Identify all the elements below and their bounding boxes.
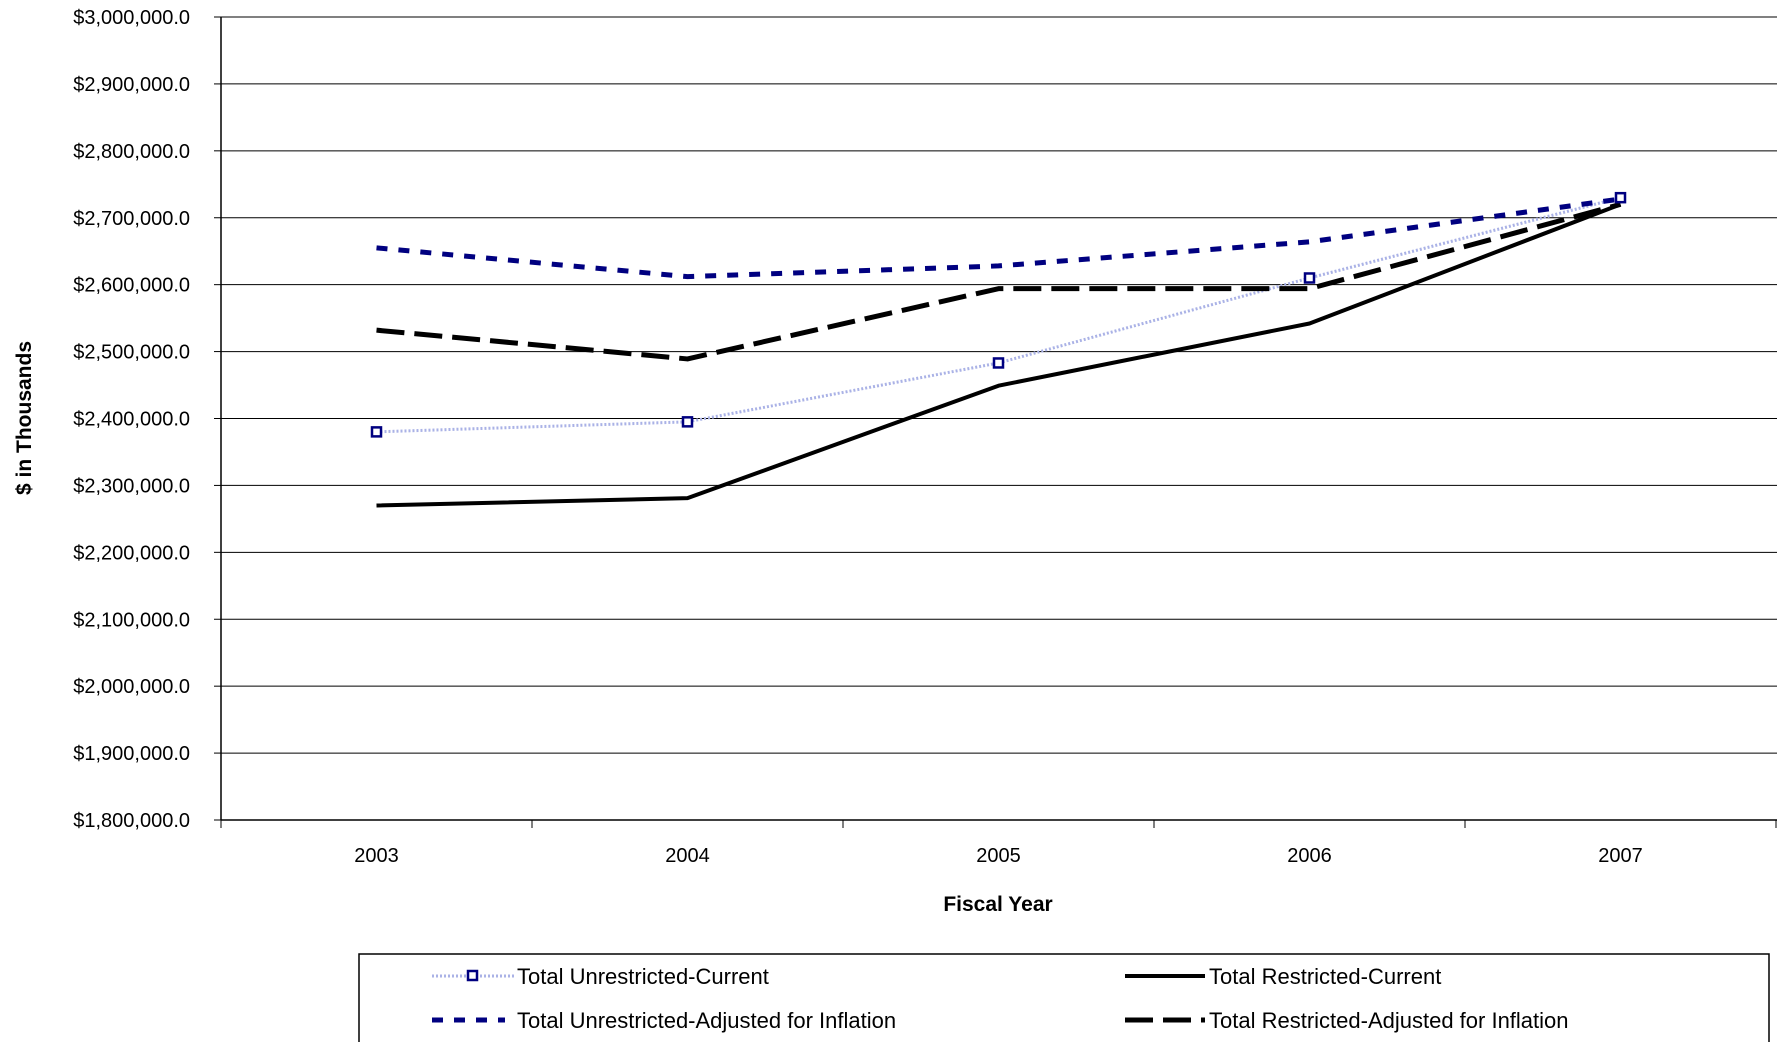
data-point-marker	[370, 426, 383, 438]
y-tick-label: $3,000,000.0	[73, 7, 190, 29]
legend-square-marker-icon	[466, 969, 479, 982]
x-tick-label: 2005	[976, 845, 1021, 867]
legend-label-restricted-adjusted: Total Restricted-Adjusted for Inflation	[1209, 1008, 1569, 1033]
legend-label-unrestricted-adjusted: Total Unrestricted-Adjusted for Inflatio…	[517, 1008, 896, 1033]
series-line-1	[376, 202, 1622, 508]
series-line-3	[376, 201, 1622, 362]
y-tick-label: $2,400,000.0	[73, 409, 190, 431]
y-tick-label: $1,900,000.0	[73, 743, 190, 765]
y-tick-label: $1,800,000.0	[73, 810, 190, 832]
x-axis-title: Fiscal Year	[943, 893, 1052, 916]
data-point-marker	[1614, 191, 1627, 204]
legend-label-restricted-current: Total Restricted-Current	[1209, 964, 1441, 989]
y-tick-label: $2,700,000.0	[73, 208, 190, 230]
y-tick-label: $2,600,000.0	[73, 275, 190, 297]
x-tick-label: 2006	[1287, 845, 1332, 867]
y-tick-label: $2,300,000.0	[73, 475, 190, 497]
y-tick-label: $2,500,000.0	[73, 342, 190, 364]
legend-label-unrestricted-current: Total Unrestricted-Current	[517, 964, 769, 989]
y-tick-label: $2,800,000.0	[73, 141, 190, 163]
x-tick-label: 2007	[1598, 845, 1643, 867]
y-tick-label: $2,100,000.0	[73, 609, 190, 631]
legend-item-restricted-adjusted: Total Restricted-Adjusted for Inflation	[1125, 1008, 1569, 1033]
data-point-marker	[1303, 272, 1316, 284]
y-tick-label: $2,900,000.0	[73, 74, 190, 96]
legend-box	[358, 953, 1770, 1047]
x-tick-label: 2004	[665, 845, 710, 867]
legend-item-restricted-current: Total Restricted-Current	[1125, 964, 1441, 989]
legend-item-unrestricted-current: Total Unrestricted-Current	[432, 964, 769, 989]
y-tick-label: $2,000,000.0	[73, 676, 190, 698]
series-line-0	[376, 196, 1621, 434]
y-axis-title: $ in Thousands	[13, 341, 36, 495]
series-line-2	[376, 196, 1621, 280]
data-point-marker	[992, 357, 1005, 369]
axes: $1,800,000.0 $1,900,000.0 $2,000,000.0 $2,1…	[73, 7, 1777, 867]
series-markers	[370, 191, 1627, 438]
gridlines	[221, 16, 1777, 754]
legend: Total Unrestricted-Current Total Restric…	[358, 953, 1770, 1047]
x-tick-label: 2003	[354, 845, 399, 867]
y-tick-label: $2,200,000.0	[73, 542, 190, 564]
series-lines	[376, 196, 1622, 508]
data-point-marker	[681, 416, 694, 428]
legend-item-unrestricted-adjusted: Total Unrestricted-Adjusted for Inflatio…	[432, 1008, 896, 1033]
